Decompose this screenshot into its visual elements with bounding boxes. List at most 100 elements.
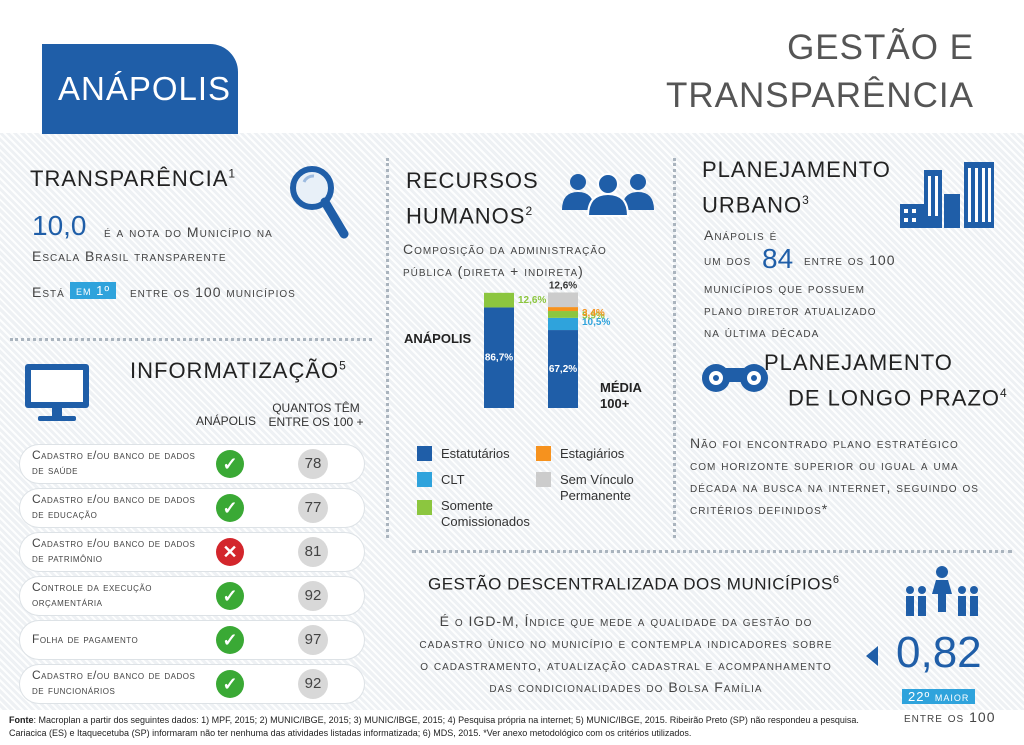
- transparencia-score: 10,0: [32, 210, 87, 241]
- urbano-number: 84: [762, 243, 794, 274]
- col-header-count-1: QUANTOS TÊM: [272, 401, 360, 415]
- col-header-count-2: ENTRE OS 100 +: [268, 415, 364, 429]
- transparencia-score-text-1: é a nota do Município na: [104, 224, 273, 240]
- bar-data-label: 12,6%: [518, 295, 546, 306]
- transparencia-sup: 1: [228, 166, 237, 181]
- check-icon: ✓: [216, 494, 244, 522]
- transparencia-score-text-2: Escala Brasil transparente: [32, 248, 227, 264]
- row-label: Folha de pagamento: [32, 632, 139, 646]
- row-count: 78: [298, 449, 328, 479]
- list-item: Cadastro e/ou banco de dados de saúde ✓ …: [20, 445, 364, 483]
- recursos-subtitle: Composição da administração pública (dir…: [403, 238, 607, 282]
- legend-swatch-clt: [417, 472, 432, 487]
- recursos-subtitle-1: Composição da administração: [403, 241, 607, 257]
- row-count: 97: [298, 625, 328, 655]
- city-name: ANÁPOLIS: [58, 70, 232, 107]
- transparencia-title-text: TRANSPARÊNCIA: [30, 166, 229, 191]
- planejamento-urbano-title-2: URBANO: [702, 192, 803, 218]
- list-item: Controle da execução orçamentária ✓ 92: [20, 577, 364, 615]
- legend-swatch-sem-vinculo: [536, 472, 551, 487]
- gestao-text-1: É o IGD-M, Índice que mede a qualidade d…: [439, 613, 813, 629]
- footer-label: Fonte: [9, 715, 34, 725]
- bar-data-label: 3,4%: [582, 308, 605, 319]
- hr-stacked-bar-chart: 86,7% 12,6% 67,2% 10,5%5,9%3,4% 12,6%: [484, 280, 610, 408]
- check-icon: ✓: [216, 450, 244, 478]
- bar-data-label: 5,9%: [582, 310, 605, 321]
- check-icon: ✓: [216, 626, 244, 654]
- divider-horizontal-left: [10, 338, 372, 341]
- legend-estatutarios: Estatutários: [441, 446, 510, 461]
- binoculars-icon: [702, 364, 768, 392]
- bar-segment: [548, 311, 578, 318]
- footer-text-2: Cariacica (ES) e Itaquecetuba (SP) infor…: [9, 728, 692, 738]
- transparencia-rank-badge: em 1º: [70, 282, 117, 299]
- longo-prazo-text-4: critérios definidos*: [690, 501, 829, 517]
- bar-data-label: 12,6%: [549, 280, 577, 291]
- divider-vertical-left: [386, 158, 389, 538]
- gestao-text: É o IGD-M, Índice que mede a qualidade d…: [396, 610, 856, 698]
- page-title: GESTÃO E TRANSPARÊNCIA: [666, 24, 974, 120]
- magnifier-icon: [290, 166, 349, 239]
- page-title-line1: GESTÃO E: [787, 28, 974, 67]
- list-item: Cadastro e/ou banco de dados de funcioná…: [20, 665, 364, 703]
- cross-icon: ✕: [216, 538, 244, 566]
- row-count: 92: [298, 581, 328, 611]
- family-group-icon: [906, 566, 978, 616]
- bar-segment: [548, 317, 578, 331]
- row-label: Cadastro e/ou banco de dados de funcioná…: [32, 668, 196, 697]
- city-tab: ANÁPOLIS: [42, 44, 238, 134]
- legend-swatch-estatutarios: [417, 446, 432, 461]
- check-icon: ✓: [216, 582, 244, 610]
- legend-comissionados-1: Somente: [441, 498, 494, 513]
- longo-prazo-title-2: DE LONGO PRAZO: [788, 385, 1001, 411]
- row-count: 77: [298, 493, 328, 523]
- bar-data-label: 67,2%: [549, 364, 577, 375]
- legend-comissionados-2: Comissionados: [441, 514, 530, 529]
- longo-prazo-text-2: com horizonte superior ou igual a uma: [690, 457, 959, 473]
- gestao-rank-badge: 22º maior: [902, 689, 976, 704]
- longo-prazo-sup: 4: [1000, 386, 1008, 400]
- source-footnote: Fonte: Macroplan a partir dos seguintes …: [9, 714, 1014, 740]
- gestao-text-4: das condicionalidades do Bolsa Família: [489, 679, 763, 695]
- informatizacao-title-text: INFORMATIZAÇÃO: [130, 358, 340, 383]
- legend-swatch-estagiarios: [536, 446, 551, 461]
- longo-prazo-title-1: PLANEJAMENTO: [764, 350, 953, 375]
- chart-category-media-2: 100+: [600, 396, 630, 411]
- recursos-title-1: RECURSOS: [406, 168, 539, 193]
- row-label: Controle da execução orçamentária: [32, 580, 153, 609]
- urbano-line2-prefix: um dos: [704, 252, 752, 268]
- legend-clt: CLT: [441, 472, 465, 487]
- transparencia-title: TRANSPARÊNCIA1: [30, 166, 236, 192]
- urbano-line2-suffix: entre os 100: [804, 252, 896, 268]
- row-label: Cadastro e/ou banco de dados de saúde: [32, 448, 196, 477]
- urbano-line3: municípios que possuem: [704, 280, 865, 296]
- gestao-sup: 6: [832, 574, 840, 586]
- legend-sem-vinculo-1: Sem Vínculo: [560, 472, 634, 487]
- gestao-text-3: o cadastramento, atualização cadastral e…: [420, 657, 832, 673]
- bar-segment: [548, 307, 578, 312]
- informatizacao-sup: 5: [339, 358, 347, 373]
- legend-swatch-comissionados: [417, 500, 432, 515]
- row-label: Cadastro e/ou banco de dados de patrimôn…: [32, 536, 196, 565]
- pointer-arrow-icon: [866, 646, 878, 666]
- list-item: Cadastro e/ou banco de dados de patrimôn…: [20, 533, 364, 571]
- recursos-title: RECURSOS HUMANOS2: [406, 166, 539, 231]
- row-label: Cadastro e/ou banco de dados de educação: [32, 492, 196, 521]
- gestao-title-text: GESTÃO DESCENTRALIZADA DOS MUNICÍPIOS: [428, 574, 833, 594]
- planejamento-urbano-title: PLANEJAMENTO URBANO3: [702, 155, 891, 220]
- planejamento-urbano-sup: 3: [802, 193, 810, 207]
- longo-prazo-text-1: Não foi encontrado plano estratégico: [690, 435, 959, 451]
- longo-prazo-text-3: década na busca na internet, seguindo os: [690, 479, 979, 495]
- longo-prazo-text: Não foi encontrado plano estratégico com…: [690, 432, 979, 520]
- gestao-text-2: cadastro único no município e contempla …: [419, 635, 833, 651]
- col-header-count: QUANTOS TÊM ENTRE OS 100 +: [268, 401, 364, 429]
- bar-segment: [548, 330, 578, 408]
- legend-sem-vinculo: Sem Vínculo Permanente: [560, 472, 634, 504]
- divider-horizontal-bottom: [412, 550, 1012, 553]
- check-icon: ✓: [216, 670, 244, 698]
- urbano-line4: plano diretor atualizado: [704, 302, 877, 318]
- recursos-subtitle-2: pública (direta + indireta): [403, 263, 584, 279]
- col-header-anapolis: ANÁPOLIS: [196, 414, 257, 428]
- chart-category-anapolis: ANÁPOLIS: [404, 331, 472, 346]
- chart-category-media-1: MÉDIA: [600, 380, 642, 395]
